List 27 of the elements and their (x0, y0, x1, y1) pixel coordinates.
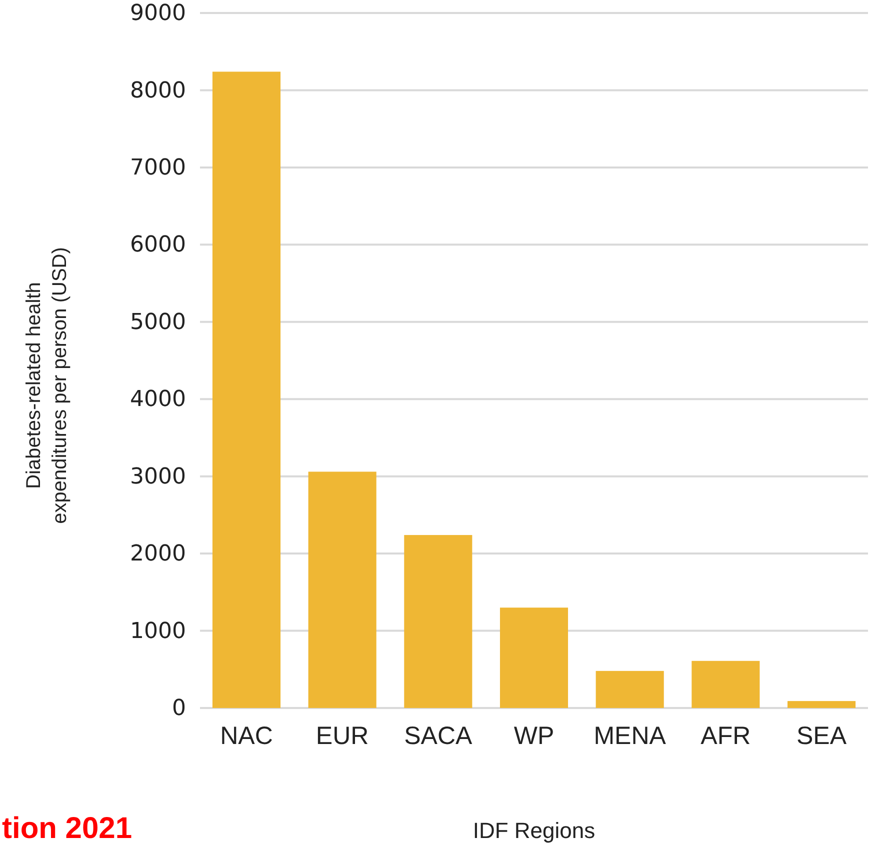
y-tick-label: 1000 (130, 618, 186, 644)
bar (404, 535, 472, 708)
y-tick-label: 9000 (130, 1, 186, 26)
bar (787, 701, 856, 708)
bar (692, 660, 760, 708)
y-tick-label: 8000 (130, 78, 186, 104)
x-tick-label: AFR (700, 722, 751, 750)
x-tick-label: MENA (594, 722, 666, 750)
bar (500, 608, 568, 708)
bar (212, 72, 281, 708)
y-tick-label: 7000 (130, 155, 186, 180)
y-tick-label: 3000 (130, 464, 186, 490)
x-tick-label: WP (514, 722, 554, 750)
y-tick-label: 4000 (130, 387, 186, 412)
x-tick-label: SACA (404, 722, 473, 750)
y-tick-label: 0 (172, 696, 186, 722)
x-tick-label: NAC (220, 722, 273, 750)
y-axis-title: Diabetes-related health expenditures per person (USD) (23, 247, 71, 524)
y-tick-label: 2000 (130, 542, 186, 567)
x-axis-title: IDF Regions (472, 818, 596, 843)
x-tick-label: EUR (316, 722, 369, 750)
y-tick-label: 5000 (130, 310, 186, 335)
text: tion 2021 (2, 812, 132, 843)
y-tick-label: 6000 (130, 232, 186, 258)
bar (308, 472, 376, 708)
bar (596, 670, 664, 708)
x-tick-label: SEA (796, 722, 847, 750)
